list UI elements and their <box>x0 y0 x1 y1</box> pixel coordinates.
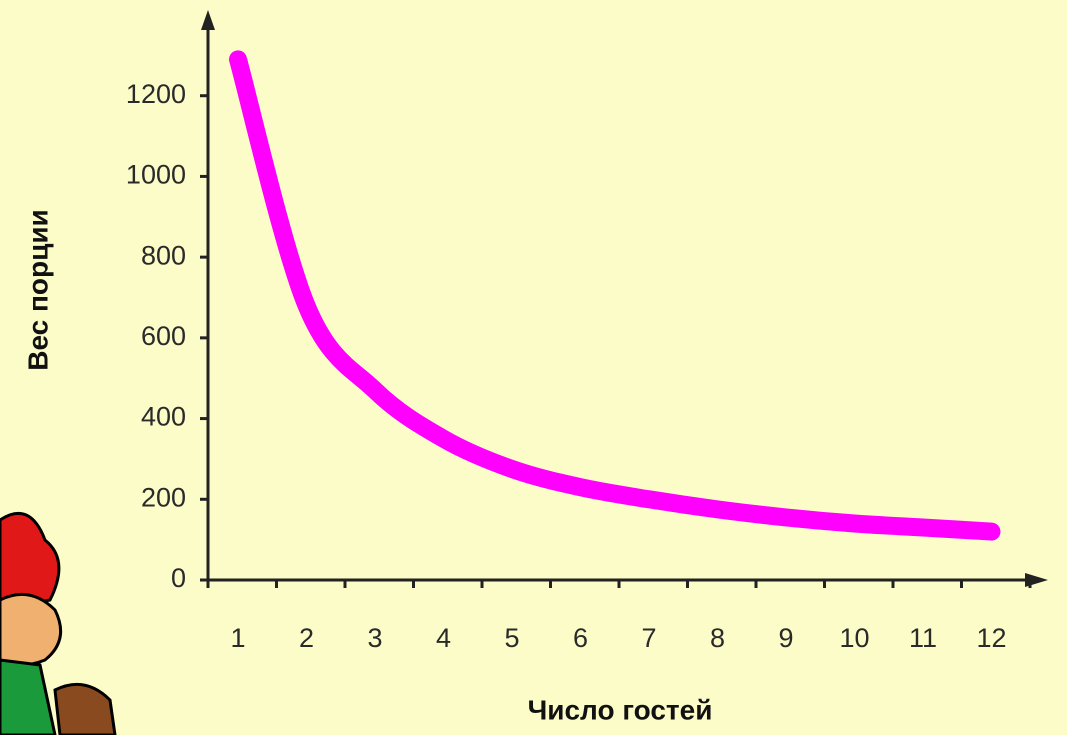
x-tick-label: 2 <box>299 623 314 653</box>
y-tick-label: 600 <box>141 321 186 351</box>
y-tick-label: 0 <box>171 563 186 593</box>
y-tick-label: 1200 <box>126 79 186 109</box>
x-tick-label: 3 <box>367 623 382 653</box>
y-tick-label: 200 <box>141 482 186 512</box>
x-tick-label: 7 <box>641 623 656 653</box>
x-axis-title: Число гостей <box>528 694 713 725</box>
x-tick-label: 4 <box>436 623 451 653</box>
x-tick-label: 5 <box>504 623 519 653</box>
y-tick-label: 1000 <box>126 160 186 190</box>
x-tick-label: 11 <box>909 623 937 653</box>
y-axis-title: Вес порции <box>22 209 53 371</box>
mascot <box>0 511 117 735</box>
y-axis-arrow <box>201 10 215 30</box>
y-tick-label: 800 <box>141 240 186 270</box>
data-line <box>229 50 1001 541</box>
x-tick-label: 1 <box>230 623 245 653</box>
x-tick-label: 8 <box>710 623 725 653</box>
x-tick-label: 12 <box>976 623 1006 653</box>
y-tick-label: 400 <box>141 402 186 432</box>
x-tick-label: 6 <box>573 623 588 653</box>
x-tick-label: 10 <box>839 623 869 653</box>
x-tick-label: 9 <box>778 623 793 653</box>
